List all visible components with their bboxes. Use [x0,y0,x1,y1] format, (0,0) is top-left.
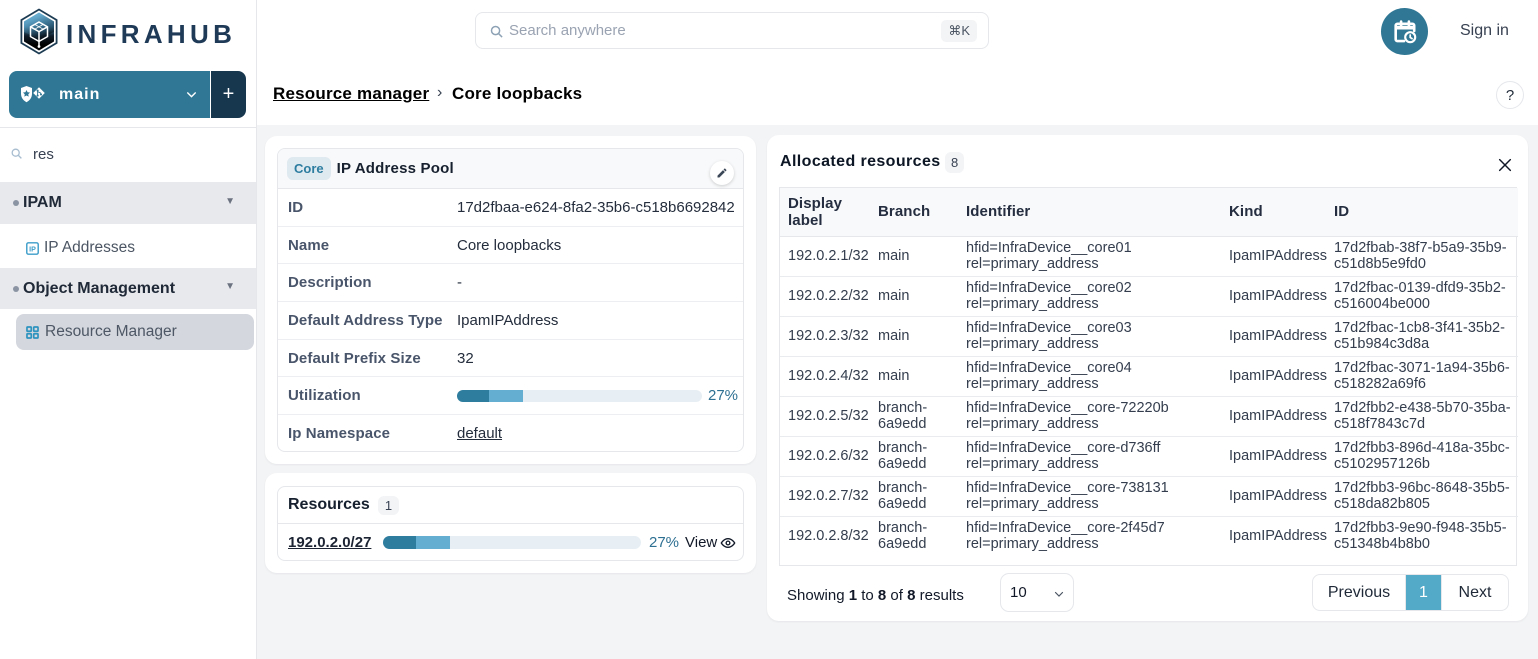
svg-text:IP: IP [29,245,36,253]
